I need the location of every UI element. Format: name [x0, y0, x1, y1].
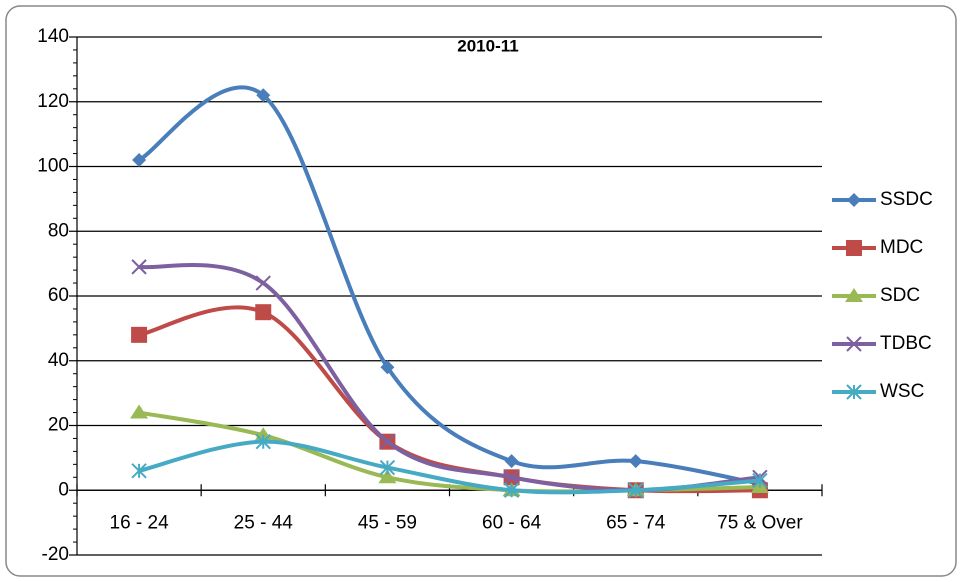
marker-shape [255, 304, 272, 321]
y-tick-label: 0 [58, 479, 69, 500]
marker-shape [845, 288, 863, 302]
marker [379, 433, 396, 450]
marker-shape [255, 275, 271, 291]
marker [131, 463, 147, 479]
legend-item: TDBC [832, 333, 932, 354]
y-tick-label: 60 [48, 285, 69, 306]
marker [131, 326, 148, 343]
marker [846, 240, 862, 256]
y-tick-label: 80 [48, 220, 69, 241]
legend-label: MDC [880, 237, 923, 258]
legend-label: SSDC [880, 189, 933, 210]
marker-shape [132, 153, 147, 168]
y-tick-label: 20 [48, 415, 69, 436]
marker [132, 153, 147, 168]
legend-label: TDBC [880, 333, 932, 354]
marker-shape [628, 454, 643, 469]
marker [503, 469, 520, 486]
y-tick-label: 100 [37, 156, 69, 177]
y-tick-label: 40 [48, 350, 69, 371]
chart-border [5, 5, 957, 577]
marker-shape [846, 240, 862, 256]
marker-shape [379, 433, 396, 450]
marker [846, 384, 862, 400]
marker [131, 259, 147, 275]
marker-shape [131, 326, 148, 343]
legend-label: SDC [880, 285, 920, 306]
x-tick-label: 45 - 59 [358, 512, 417, 533]
y-tick-label: -20 [42, 544, 69, 565]
marker-shape [380, 360, 395, 375]
marker [378, 469, 397, 484]
x-tick-label: 60 - 64 [482, 512, 542, 533]
series-line [138, 439, 761, 495]
y-tick-label: 140 [37, 26, 69, 47]
x-tick-label: 65 - 74 [606, 512, 666, 533]
marker [845, 288, 863, 302]
marker [255, 304, 272, 321]
legend-item: WSC [832, 381, 924, 402]
marker [503, 482, 520, 498]
marker [752, 472, 768, 489]
marker [130, 404, 149, 419]
marker-shape [846, 336, 862, 352]
legend-item: SDC [832, 285, 920, 306]
marker [256, 88, 271, 103]
marker-shape [378, 469, 397, 484]
marker [846, 336, 862, 352]
legend-item: SSDC [832, 189, 933, 210]
y-tick-label: 120 [37, 91, 69, 112]
marker [379, 459, 396, 476]
marker-shape [130, 404, 149, 419]
marker [628, 454, 643, 469]
marker [847, 193, 861, 207]
marker [504, 454, 519, 469]
marker-shape [503, 469, 520, 486]
marker-shape [847, 193, 861, 207]
marker [380, 360, 395, 375]
marker-shape [504, 454, 519, 469]
marker [255, 433, 271, 450]
marker [255, 275, 271, 291]
chart-title: 2010-11 [457, 36, 518, 55]
x-tick-label: 75 & Over [717, 512, 803, 533]
marker-shape [131, 259, 147, 275]
x-tick-label: 16 - 24 [110, 512, 170, 533]
legend-item: MDC [832, 237, 923, 258]
marker-shape [256, 88, 271, 103]
x-tick-label: 25 - 44 [234, 512, 294, 533]
legend-label: WSC [880, 381, 924, 402]
marker [628, 482, 644, 498]
